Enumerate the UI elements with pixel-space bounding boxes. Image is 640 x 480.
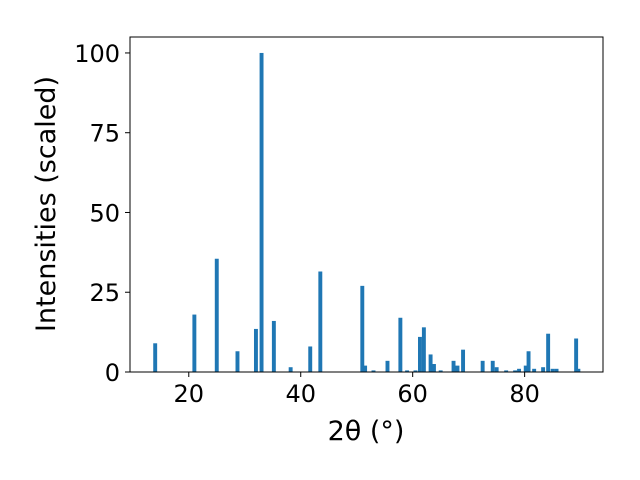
y-tick-label: 100 <box>74 40 120 68</box>
bar <box>428 354 433 372</box>
bar <box>513 370 518 372</box>
bar <box>253 328 258 372</box>
bar <box>398 317 403 372</box>
bar <box>490 360 495 372</box>
bar <box>451 360 456 372</box>
x-tick-label: 60 <box>397 380 428 408</box>
y-tick-label: 0 <box>105 359 120 387</box>
bar <box>405 370 410 372</box>
bar <box>371 370 376 372</box>
bar <box>418 336 422 372</box>
bar <box>235 351 240 372</box>
bar <box>546 333 551 372</box>
bar <box>363 365 368 372</box>
y-axis-label: Intensities (scaled) <box>31 76 62 332</box>
bar <box>523 365 528 372</box>
bar <box>431 364 436 372</box>
y-axis-ticks: 0 25 50 75 100 <box>74 40 130 387</box>
bar <box>461 349 466 372</box>
bar <box>532 368 537 372</box>
bar <box>554 368 559 372</box>
bar <box>550 368 555 372</box>
bar <box>504 370 509 372</box>
x-axis-ticks: 20 40 60 80 <box>174 372 540 408</box>
bar <box>494 367 499 372</box>
x-tick-label: 20 <box>174 380 205 408</box>
bar <box>526 351 531 372</box>
bar <box>421 327 426 372</box>
y-tick-label: 75 <box>89 120 120 148</box>
plot-frame <box>129 36 604 373</box>
bar <box>259 52 264 372</box>
bar <box>541 367 546 372</box>
bars <box>153 52 581 372</box>
bar <box>413 370 418 372</box>
bar <box>214 258 219 372</box>
bar <box>517 368 521 372</box>
y-tick-label: 25 <box>89 279 120 307</box>
bar <box>318 271 323 372</box>
bar <box>385 360 390 372</box>
bar <box>192 314 197 372</box>
bar <box>574 338 579 372</box>
bar <box>480 360 485 372</box>
bar <box>271 320 276 372</box>
bar <box>288 367 293 372</box>
bar <box>576 368 581 372</box>
x-tick-label: 40 <box>285 380 316 408</box>
bar <box>308 346 313 372</box>
bar <box>438 370 443 372</box>
x-axis-label: 2θ (°) <box>328 416 405 447</box>
bar <box>153 343 158 372</box>
bar <box>360 285 365 372</box>
x-tick-label: 80 <box>509 380 540 408</box>
y-tick-label: 50 <box>89 199 120 227</box>
bar <box>455 365 460 372</box>
